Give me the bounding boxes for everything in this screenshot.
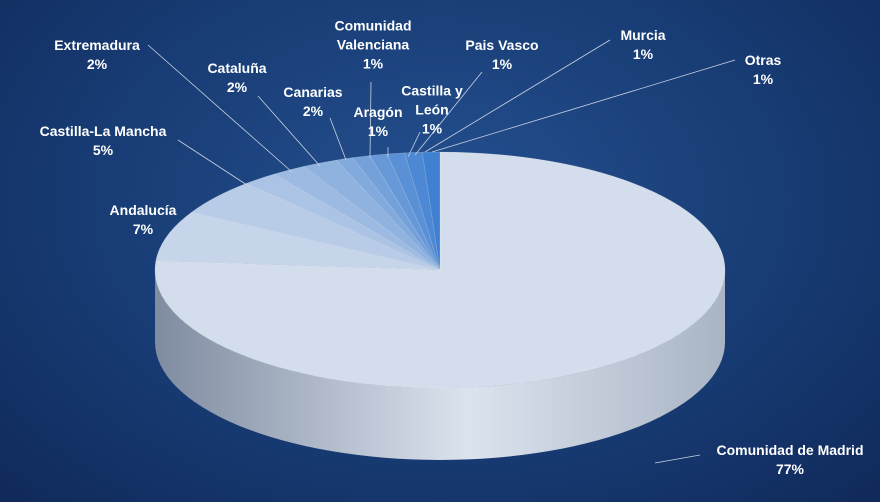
category-label: Extremadura xyxy=(54,37,140,53)
data-label: Castilla y León 1% xyxy=(395,82,470,139)
slice xyxy=(303,159,441,271)
value-label: 1% xyxy=(632,46,654,62)
data-label: Extremadura 2% xyxy=(37,36,157,74)
value-label: 1% xyxy=(362,55,384,72)
data-label: Cataluña 2% xyxy=(177,59,297,97)
slice xyxy=(386,152,441,271)
value-label: 1% xyxy=(367,123,389,139)
leader-line xyxy=(424,39,611,153)
leader-line xyxy=(329,117,347,161)
value-label: 7% xyxy=(132,221,154,237)
slice xyxy=(421,151,441,271)
category-label: Otras xyxy=(744,52,782,68)
value-label: 1% xyxy=(421,120,443,137)
category-label: Castilla y León xyxy=(401,82,463,118)
slice xyxy=(335,157,441,271)
value-label: 1% xyxy=(752,71,774,87)
data-label: Comunidad de Madrid 77% xyxy=(690,441,880,479)
data-label: Aragón 1% xyxy=(328,103,428,141)
category-label: Comunidad Valenciana xyxy=(334,17,412,53)
value-label: 5% xyxy=(92,142,114,158)
leader-line xyxy=(407,131,421,158)
leader-line xyxy=(431,59,736,153)
category-label: Murcia xyxy=(620,27,666,43)
data-label: Otras 1% xyxy=(713,51,813,89)
leader-line xyxy=(177,139,251,188)
value-label: 1% xyxy=(491,56,513,72)
slice xyxy=(191,183,441,271)
leader-line xyxy=(414,71,483,156)
leader-line xyxy=(257,95,321,167)
data-label: Andalucía 7% xyxy=(83,201,203,239)
leader-line xyxy=(654,454,701,464)
category-label: Aragón xyxy=(353,104,403,120)
slice xyxy=(404,151,441,271)
data-label: Canarias 2% xyxy=(253,83,373,121)
data-label: Castilla-La Mancha 5% xyxy=(18,122,188,160)
category-label: Castilla-La Mancha xyxy=(39,123,167,139)
category-label: Pais Vasco xyxy=(465,37,539,53)
category-label: Canarias xyxy=(283,84,343,100)
category-label: Comunidad de Madrid xyxy=(716,442,864,458)
slice xyxy=(154,151,726,389)
value-label: 2% xyxy=(302,103,324,119)
slice xyxy=(273,165,441,271)
data-label: Comunidad Valenciana 1% xyxy=(328,17,418,74)
value-label: 2% xyxy=(86,56,108,72)
data-label: Pais Vasco 1% xyxy=(452,36,552,74)
value-label: 77% xyxy=(775,461,805,477)
value-label: 2% xyxy=(226,79,248,95)
data-label: Murcia 1% xyxy=(593,26,693,64)
slice xyxy=(245,173,441,271)
slice-side xyxy=(155,270,725,460)
leader-line xyxy=(147,44,293,173)
leader-line xyxy=(369,81,372,159)
slice xyxy=(155,211,441,271)
category-label: Andalucía xyxy=(109,202,177,218)
category-label: Cataluña xyxy=(207,60,267,76)
